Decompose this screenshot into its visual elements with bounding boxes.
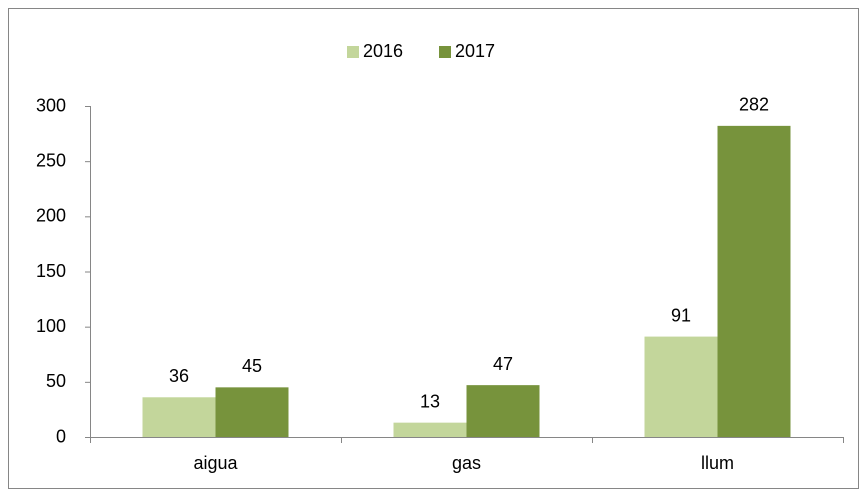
y-tick-label: 300: [36, 95, 66, 115]
legend-label: 2017: [455, 41, 495, 61]
bar: [142, 397, 216, 437]
data-label: 36: [169, 366, 189, 386]
x-tick-label: aigua: [193, 453, 238, 473]
bar: [644, 336, 718, 437]
bar: [466, 385, 540, 437]
x-tick-label: llum: [701, 453, 734, 473]
legend-swatch: [439, 46, 451, 58]
legend-swatch: [347, 46, 359, 58]
data-label: 45: [242, 356, 262, 376]
y-tick-label: 250: [36, 150, 66, 170]
y-tick-label: 150: [36, 261, 66, 281]
data-label: 282: [739, 95, 769, 115]
legend-label: 2016: [363, 41, 403, 61]
y-tick-label: 200: [36, 206, 66, 226]
x-tick-label: gas: [452, 453, 481, 473]
bar: [717, 125, 791, 438]
bar: [215, 387, 289, 437]
data-label: 91: [671, 305, 691, 325]
data-label: 13: [420, 391, 440, 411]
y-tick-label: 100: [36, 316, 66, 336]
y-tick-label: 0: [56, 426, 66, 446]
bar: [393, 422, 467, 437]
y-tick-label: 50: [46, 371, 66, 391]
data-label: 47: [493, 354, 513, 374]
